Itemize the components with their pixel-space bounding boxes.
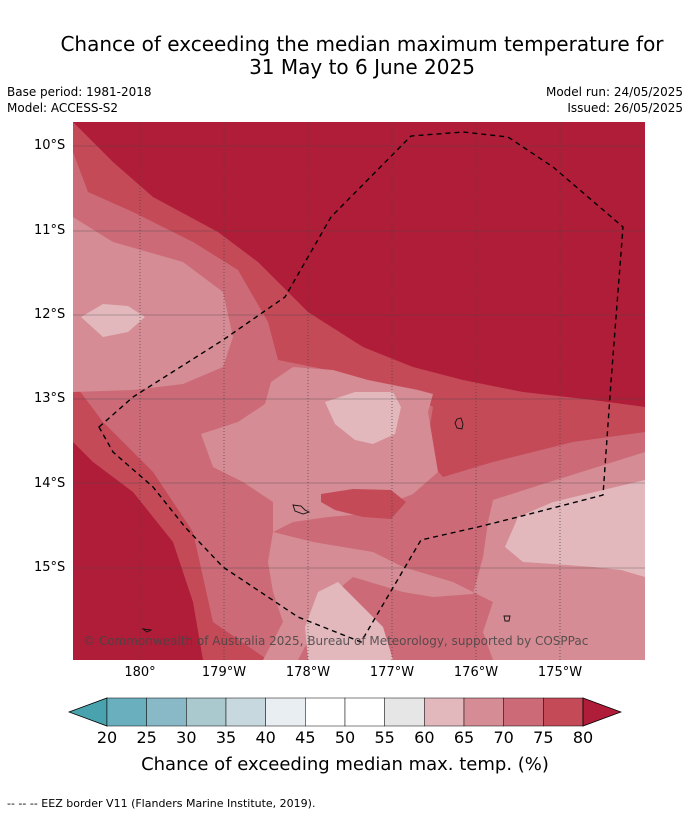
colorbar-segment xyxy=(225,697,266,727)
model-run-label: Model run: 24/05/2025 xyxy=(545,85,683,99)
island-b xyxy=(454,417,464,430)
colorbar-tick-label: 30 xyxy=(176,728,197,747)
colorbar-segment xyxy=(463,697,504,727)
colorbar-segment xyxy=(503,697,544,727)
zone-65-70 xyxy=(73,217,233,392)
colorbar-tick-label: 45 xyxy=(295,728,316,747)
colorbar-tick-label: 20 xyxy=(96,728,118,747)
zone-60-65-east xyxy=(505,480,645,577)
lat-label-12s: 12°S xyxy=(34,307,66,322)
colorbar-label: Chance of exceeding median max. temp. (%… xyxy=(141,754,549,775)
colorbar-segment xyxy=(424,697,465,727)
colorbar-segment xyxy=(186,697,227,727)
copyright-notice: © Commonwealth of Australia 2025, Bureau… xyxy=(83,634,588,648)
colorbar-segment xyxy=(146,697,187,727)
lon-label-177w: 177°W xyxy=(369,665,415,680)
island-d xyxy=(141,628,153,633)
zone-60-65-south xyxy=(305,582,393,660)
colorbar-segment xyxy=(305,697,346,727)
colorbar-segment xyxy=(106,697,147,727)
graticule-lat xyxy=(73,145,645,569)
colorbar-tick-label: 60 xyxy=(414,728,435,747)
colorbar-segment xyxy=(344,697,385,727)
issued-label: Issued: 26/05/2025 xyxy=(567,101,683,115)
lon-label-176w: 176°W xyxy=(453,665,499,680)
eez-border xyxy=(98,131,624,643)
map-title-line2: 31 May to 6 June 2025 xyxy=(249,55,475,79)
lat-label-15s: 15°S xyxy=(34,560,66,575)
colorbar-tick-label: 70 xyxy=(493,728,514,747)
lat-label-13s: 13°S xyxy=(34,391,66,406)
lon-label-180: 180° xyxy=(124,665,156,680)
colorbar-tick-label: 65 xyxy=(453,728,475,747)
colorbar-extend-high xyxy=(582,697,622,727)
lat-label-14s: 14°S xyxy=(34,476,66,491)
lat-label-11s: 11°S xyxy=(34,223,66,238)
zone-60-65-west xyxy=(81,304,145,337)
zone-65-70-central xyxy=(201,367,645,660)
islands xyxy=(141,417,511,633)
base-period-label: Base period: 1981-2018 xyxy=(7,85,152,99)
zone-60-65-center xyxy=(325,392,401,444)
colorbar-tick-label: 50 xyxy=(334,728,356,747)
model-label: Model: ACCESS-S2 xyxy=(7,101,119,115)
colorbar-segment xyxy=(265,697,306,727)
colorbar-tick-label: 75 xyxy=(533,728,554,747)
colorbar-tick-label: 80 xyxy=(572,728,594,747)
lat-label-10s: 10°S xyxy=(34,138,66,153)
colorbar-tick-label: 55 xyxy=(374,728,395,747)
island-c xyxy=(503,615,511,622)
eez-legend-footer: -- -- -- EEZ border V11 (Flanders Marine… xyxy=(7,797,316,810)
lon-label-179w: 179°W xyxy=(201,665,247,680)
colorbar-tick-label: 40 xyxy=(255,728,276,747)
colorbar-extend-low xyxy=(68,697,108,727)
probability-map: © Commonwealth of Australia 2025, Bureau… xyxy=(73,122,645,660)
lon-label-175w: 175°W xyxy=(537,665,583,680)
island-a xyxy=(292,504,311,515)
colorbar-tick-label: 25 xyxy=(136,728,157,747)
colorbar-tick-label: 35 xyxy=(215,728,237,747)
colorbar-segment xyxy=(543,697,584,727)
zone-75-80-patch xyxy=(321,489,406,519)
lon-label-178w: 178°W xyxy=(285,665,331,680)
map-title-line1: Chance of exceeding the median maximum t… xyxy=(60,32,664,56)
colorbar xyxy=(68,697,622,727)
colorbar-segment xyxy=(384,697,425,727)
